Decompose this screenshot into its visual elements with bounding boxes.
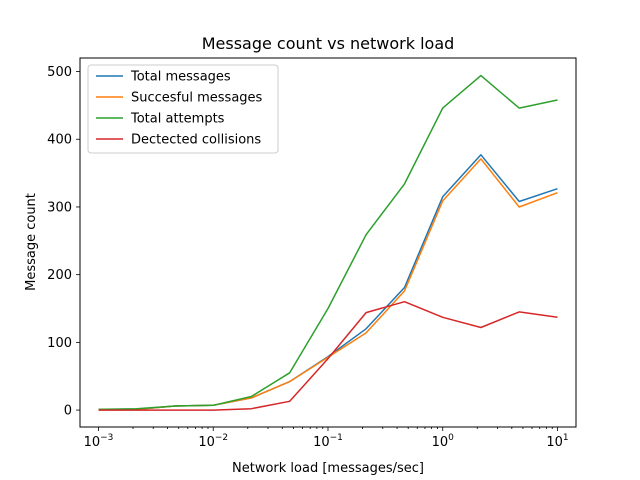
y-tick-label: 300: [47, 200, 72, 215]
x-tick-label: 10−3: [84, 433, 114, 450]
legend-box: [87, 64, 279, 154]
legend-label: Dectected collisions: [131, 133, 261, 148]
series-line-2: [98, 74, 558, 411]
plot-lines: [98, 74, 558, 411]
y-axis-label: Message count: [24, 193, 39, 291]
y-tick-label: 500: [47, 65, 72, 80]
x-tick-label: 100: [432, 433, 455, 450]
y-tick-label: 0: [64, 404, 72, 419]
legend-label: Succesful messages: [131, 91, 263, 106]
chart-title: Message count vs network load: [202, 34, 455, 53]
legend: Total messages Succesful messages Total at…: [87, 64, 279, 154]
y-tick-label: 200: [47, 268, 72, 283]
x-axis: 10−3 10−2 10−1 100 101: [84, 427, 569, 450]
x-tick-label: 10−2: [198, 433, 228, 450]
x-axis-label: Network load [messages/sec]: [232, 461, 424, 476]
y-axis: 0 100 200 300 400 500: [47, 65, 80, 419]
legend-label: Total attempts: [130, 112, 225, 127]
y-tick-label: 100: [47, 336, 72, 351]
x-tick-label: 10−1: [313, 433, 343, 450]
series-line-3: [98, 300, 558, 411]
legend-label: Total messages: [130, 70, 231, 85]
y-tick-label: 400: [47, 133, 72, 148]
x-tick-label: 101: [546, 433, 568, 450]
